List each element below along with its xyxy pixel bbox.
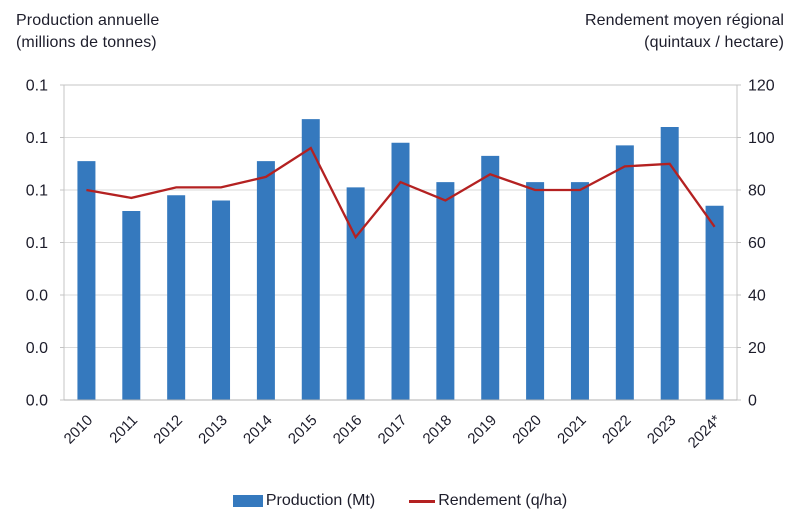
- legend-item-production: Production (Mt): [232, 492, 376, 510]
- left-axis-tick-label: 0.1: [26, 235, 48, 252]
- production-bar-2016: [346, 187, 365, 400]
- legend-production-label: Production (Mt): [265, 492, 376, 509]
- x-axis-label-2010: 2010: [61, 412, 97, 448]
- right-axis-tick-label: 100: [748, 130, 775, 147]
- x-axis-label-2011: 2011: [106, 412, 141, 447]
- production-bar-2017: [391, 142, 410, 400]
- left-axis-title: Production annuelle (millions de tonnes): [16, 10, 159, 54]
- production-bar-2013: [212, 200, 231, 400]
- legend-item-rendement: Rendement (q/ha): [409, 492, 567, 510]
- left-axis-tick-label: 0.1: [26, 130, 48, 147]
- right-axis-title-line2: (quintaux / hectare): [644, 34, 784, 51]
- x-axis-label-2019: 2019: [464, 412, 500, 448]
- right-axis-tick-label: 20: [748, 340, 766, 357]
- production-bar-2020: [526, 182, 545, 400]
- production-bar-2021: [570, 182, 589, 400]
- production-bar-2019: [481, 155, 500, 400]
- left-axis-tick-label: 0.0: [26, 288, 48, 305]
- left-axis-tick-label: 0.0: [26, 340, 48, 357]
- combo-chart: 0.1 120 0.1 100 0.1 80 0.1 60 0.0 40 0.0 20 0.0 0 2010…: [26, 78, 775, 452]
- x-axis-label-2023: 2023: [644, 412, 680, 448]
- x-axis-label-2022: 2022: [599, 412, 635, 448]
- production-swatch-icon: [232, 495, 263, 507]
- x-axis-label-2020: 2020: [509, 412, 545, 448]
- left-axis-tick-label: 0.0: [26, 393, 48, 410]
- x-axis-label-2013: 2013: [195, 412, 231, 448]
- x-axis-label-2021: 2021: [554, 412, 590, 448]
- right-axis-tick-label: 0: [748, 393, 757, 410]
- left-axis-title-line2: (millions de tonnes): [16, 34, 157, 51]
- x-axis-label-2014: 2014: [240, 412, 276, 448]
- x-axis-label-2024*: 2024*: [685, 412, 725, 452]
- production-bar-2015: [301, 119, 320, 400]
- right-axis-title-line1: Rendement moyen régional: [585, 12, 784, 29]
- x-axis-label-2012: 2012: [150, 412, 186, 448]
- x-axis-label-2016: 2016: [330, 412, 366, 448]
- production-bar-2010: [77, 161, 96, 400]
- production-bar-2022: [615, 145, 634, 400]
- rendement-line: [86, 146, 716, 240]
- chart-legend: Production (Mt) Rendement (q/ha): [0, 492, 800, 510]
- production-bar-2023: [660, 127, 679, 400]
- rendement-line-swatch-icon: [409, 499, 436, 503]
- x-axis-label-2015: 2015: [285, 412, 321, 448]
- production-bar-2014: [256, 161, 275, 400]
- right-axis-title: Rendement moyen régional (quintaux / hec…: [585, 10, 784, 54]
- x-axis-label-2018: 2018: [420, 412, 456, 448]
- right-axis-tick-label: 80: [748, 183, 766, 200]
- right-axis-tick-label: 40: [748, 288, 766, 305]
- production-bar-2011: [122, 211, 141, 400]
- production-bar-2018: [436, 182, 455, 400]
- x-axis-label-2017: 2017: [375, 412, 411, 448]
- production-bar-2012: [167, 195, 186, 400]
- right-axis-tick-label: 60: [748, 235, 766, 252]
- left-axis-tick-label: 0.1: [26, 78, 48, 95]
- left-axis-title-line1: Production annuelle: [16, 12, 160, 29]
- right-axis-tick-label: 120: [748, 78, 775, 95]
- legend-rendement-label: Rendement (q/ha): [438, 492, 568, 509]
- left-axis-tick-label: 0.1: [26, 183, 48, 200]
- production-bar-2024*: [705, 205, 724, 400]
